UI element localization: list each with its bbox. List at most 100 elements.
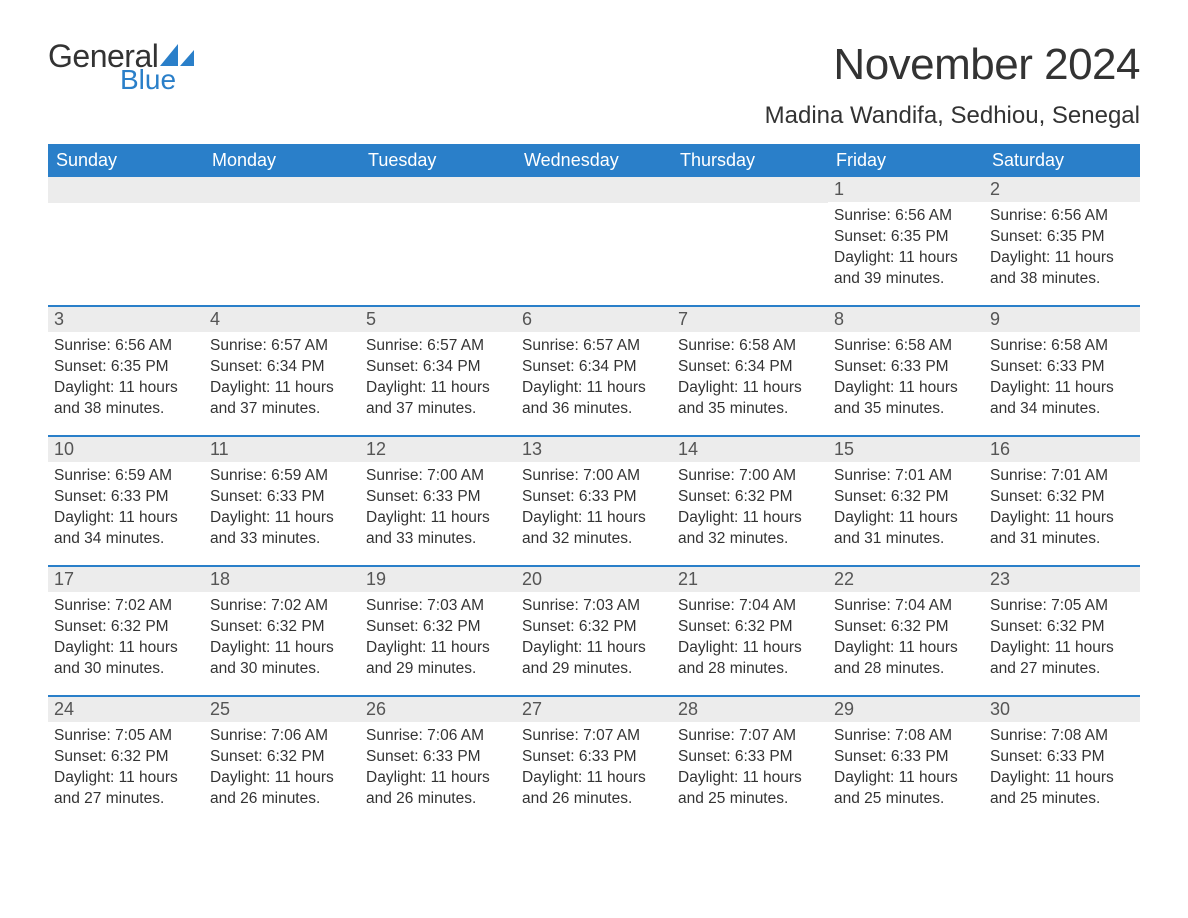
sunrise-line: Sunrise: 7:00 AM [366, 466, 510, 487]
day-number: 9 [984, 307, 1140, 332]
daylight-line: Daylight: 11 hours and 26 minutes. [522, 768, 666, 810]
sunrise-line: Sunrise: 7:01 AM [834, 466, 978, 487]
day-number: 27 [516, 697, 672, 722]
day-body: Sunrise: 7:05 AMSunset: 6:32 PMDaylight:… [984, 592, 1140, 688]
sunrise-line: Sunrise: 7:05 AM [990, 596, 1134, 617]
location: Madina Wandifa, Sedhiou, Senegal [765, 102, 1140, 130]
day-cell [516, 177, 672, 305]
day-cell: 9 Sunrise: 6:58 AMSunset: 6:33 PMDaylight… [984, 307, 1140, 435]
day-number: 4 [204, 307, 360, 332]
day-cell: 23Sunrise: 7:05 AMSunset: 6:32 PMDayligh… [984, 567, 1140, 695]
day-body: Sunrise: 7:03 AMSunset: 6:32 PMDaylight:… [360, 592, 516, 688]
daylight-line: Daylight: 11 hours and 39 minutes. [834, 248, 978, 290]
sunset-line: Sunset: 6:33 PM [834, 357, 978, 378]
day-number: 26 [360, 697, 516, 722]
sunset-line: Sunset: 6:35 PM [990, 227, 1134, 248]
day-body: Sunrise: 7:08 AMSunset: 6:33 PMDaylight:… [828, 722, 984, 818]
sunset-line: Sunset: 6:34 PM [678, 357, 822, 378]
logo-word-2: Blue [120, 66, 194, 94]
week-row: 24Sunrise: 7:05 AMSunset: 6:32 PMDayligh… [48, 695, 1140, 825]
daylight-line: Daylight: 11 hours and 29 minutes. [522, 638, 666, 680]
daylight-line: Daylight: 11 hours and 36 minutes. [522, 378, 666, 420]
daylight-line: Daylight: 11 hours and 27 minutes. [990, 638, 1134, 680]
sunset-line: Sunset: 6:32 PM [210, 747, 354, 768]
sunrise-line: Sunrise: 7:02 AM [210, 596, 354, 617]
day-cell: 2Sunrise: 6:56 AMSunset: 6:35 PMDaylight… [984, 177, 1140, 305]
daylight-line: Daylight: 11 hours and 25 minutes. [990, 768, 1134, 810]
day-cell: 26Sunrise: 7:06 AMSunset: 6:33 PMDayligh… [360, 697, 516, 825]
logo-sail-icon [160, 44, 194, 66]
day-number: 12 [360, 437, 516, 462]
sunset-line: Sunset: 6:34 PM [366, 357, 510, 378]
sunset-line: Sunset: 6:34 PM [522, 357, 666, 378]
sunset-line: Sunset: 6:32 PM [990, 487, 1134, 508]
daylight-line: Daylight: 11 hours and 34 minutes. [990, 378, 1134, 420]
sunrise-line: Sunrise: 6:58 AM [990, 336, 1134, 357]
sunrise-line: Sunrise: 6:59 AM [54, 466, 198, 487]
weekday-header: Sunday [48, 144, 204, 177]
day-body: Sunrise: 7:02 AMSunset: 6:32 PMDaylight:… [204, 592, 360, 688]
day-body: Sunrise: 7:00 AMSunset: 6:32 PMDaylight:… [672, 462, 828, 558]
day-number: 5 [360, 307, 516, 332]
day-number: 21 [672, 567, 828, 592]
day-number: 10 [48, 437, 204, 462]
day-body: Sunrise: 7:00 AMSunset: 6:33 PMDaylight:… [360, 462, 516, 558]
sunset-line: Sunset: 6:35 PM [834, 227, 978, 248]
weekday-header: Tuesday [360, 144, 516, 177]
day-number: 23 [984, 567, 1140, 592]
day-number: 2 [984, 177, 1140, 202]
sunset-line: Sunset: 6:33 PM [990, 357, 1134, 378]
sunset-line: Sunset: 6:34 PM [210, 357, 354, 378]
day-body: Sunrise: 7:03 AMSunset: 6:32 PMDaylight:… [516, 592, 672, 688]
daylight-line: Daylight: 11 hours and 38 minutes. [54, 378, 198, 420]
sunset-line: Sunset: 6:33 PM [834, 747, 978, 768]
empty-day [672, 177, 828, 203]
sunrise-line: Sunrise: 6:56 AM [834, 206, 978, 227]
week-row: 3Sunrise: 6:56 AMSunset: 6:35 PMDaylight… [48, 305, 1140, 435]
day-cell: 5Sunrise: 6:57 AMSunset: 6:34 PMDaylight… [360, 307, 516, 435]
day-number: 29 [828, 697, 984, 722]
title-block: November 2024 Madina Wandifa, Sedhiou, S… [765, 40, 1140, 130]
sunset-line: Sunset: 6:32 PM [210, 617, 354, 638]
day-body: Sunrise: 6:56 AMSunset: 6:35 PMDaylight:… [828, 202, 984, 298]
sunset-line: Sunset: 6:32 PM [990, 617, 1134, 638]
day-number: 3 [48, 307, 204, 332]
daylight-line: Daylight: 11 hours and 37 minutes. [210, 378, 354, 420]
day-cell: 18Sunrise: 7:02 AMSunset: 6:32 PMDayligh… [204, 567, 360, 695]
daylight-line: Daylight: 11 hours and 29 minutes. [366, 638, 510, 680]
daylight-line: Daylight: 11 hours and 25 minutes. [678, 768, 822, 810]
sunrise-line: Sunrise: 7:06 AM [210, 726, 354, 747]
day-body: Sunrise: 6:57 AMSunset: 6:34 PMDaylight:… [516, 332, 672, 428]
day-number: 30 [984, 697, 1140, 722]
sunset-line: Sunset: 6:32 PM [366, 617, 510, 638]
day-body: Sunrise: 7:04 AMSunset: 6:32 PMDaylight:… [828, 592, 984, 688]
day-number: 16 [984, 437, 1140, 462]
sunrise-line: Sunrise: 7:07 AM [678, 726, 822, 747]
day-cell: 6Sunrise: 6:57 AMSunset: 6:34 PMDaylight… [516, 307, 672, 435]
sunrise-line: Sunrise: 7:03 AM [522, 596, 666, 617]
day-cell: 22Sunrise: 7:04 AMSunset: 6:32 PMDayligh… [828, 567, 984, 695]
day-cell [48, 177, 204, 305]
day-number: 28 [672, 697, 828, 722]
day-cell [672, 177, 828, 305]
day-cell: 1Sunrise: 6:56 AMSunset: 6:35 PMDaylight… [828, 177, 984, 305]
day-body: Sunrise: 6:56 AMSunset: 6:35 PMDaylight:… [48, 332, 204, 428]
day-body: Sunrise: 6:57 AMSunset: 6:34 PMDaylight:… [204, 332, 360, 428]
day-cell: 30Sunrise: 7:08 AMSunset: 6:33 PMDayligh… [984, 697, 1140, 825]
sunrise-line: Sunrise: 7:08 AM [834, 726, 978, 747]
sunset-line: Sunset: 6:32 PM [54, 617, 198, 638]
week-row: 10Sunrise: 6:59 AMSunset: 6:33 PMDayligh… [48, 435, 1140, 565]
sunset-line: Sunset: 6:33 PM [210, 487, 354, 508]
daylight-line: Daylight: 11 hours and 38 minutes. [990, 248, 1134, 290]
empty-day [360, 177, 516, 203]
sunset-line: Sunset: 6:33 PM [678, 747, 822, 768]
day-number: 1 [828, 177, 984, 202]
day-cell: 28 Sunrise: 7:07 AMSunset: 6:33 PMDayligh… [672, 697, 828, 825]
sunrise-line: Sunrise: 6:56 AM [54, 336, 198, 357]
logo: General Blue [48, 40, 194, 94]
sunset-line: Sunset: 6:32 PM [54, 747, 198, 768]
sunset-line: Sunset: 6:32 PM [834, 487, 978, 508]
day-body: Sunrise: 6:58 AMSunset: 6:34 PMDaylight:… [672, 332, 828, 428]
sunrise-line: Sunrise: 7:00 AM [678, 466, 822, 487]
sunrise-line: Sunrise: 6:59 AM [210, 466, 354, 487]
